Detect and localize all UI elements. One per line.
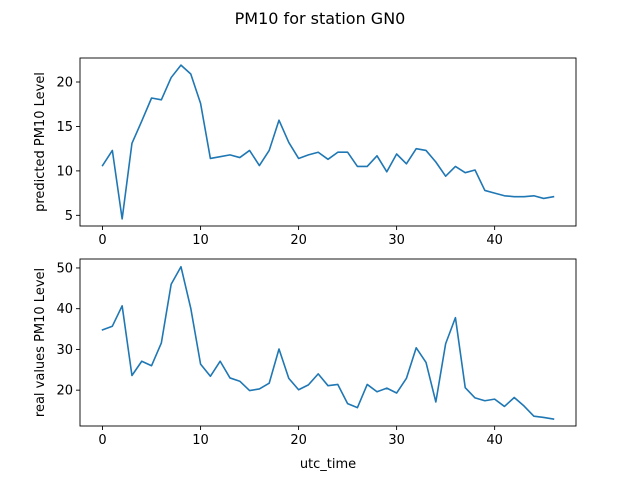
x-tick-label: 30 [388,433,405,448]
y-tick-label: 15 [56,120,73,135]
x-tick-label: 40 [486,233,503,248]
y-tick-label: 40 [56,302,73,317]
x-tick-label: 20 [290,433,307,448]
x-tick-label: 30 [388,233,405,248]
x-axis-label: utc_time [300,457,356,472]
series-line-2-1 [101,265,555,421]
y-axis-label: real values PM10 Level [33,268,48,417]
x-tick-label: 0 [98,233,106,248]
y-tick-label: 20 [56,384,73,399]
subplots: 0 10 20 30 40 5 10 15 20 predicted PM10 Level 0 10 2… [33,57,577,448]
y-axis-label: predicted PM10 Level [33,72,48,212]
chart-title: PM10 for station GN0 [235,9,406,28]
y-tick-label: 10 [56,164,73,179]
series-line-1-1 [101,64,555,220]
x-tick-label: 10 [192,233,209,248]
x-tick-label: 40 [486,433,503,448]
y-tick-label: 5 [65,209,73,224]
x-tick-label: 20 [290,233,307,248]
x-tick-label: 0 [98,433,106,448]
y-tick-label: 50 [56,261,73,276]
plot-frame [79,57,577,227]
subplot-2: 0 10 20 30 40 20 30 40 50 real values PM10 Level [33,258,577,448]
y-tick-label: 30 [56,343,73,358]
plot-frame [79,258,577,427]
x-tick-label: 10 [192,433,209,448]
subplot-1: 0 10 20 30 40 5 10 15 20 predicted PM10 Level [33,57,577,248]
y-tick-label: 20 [56,76,73,91]
